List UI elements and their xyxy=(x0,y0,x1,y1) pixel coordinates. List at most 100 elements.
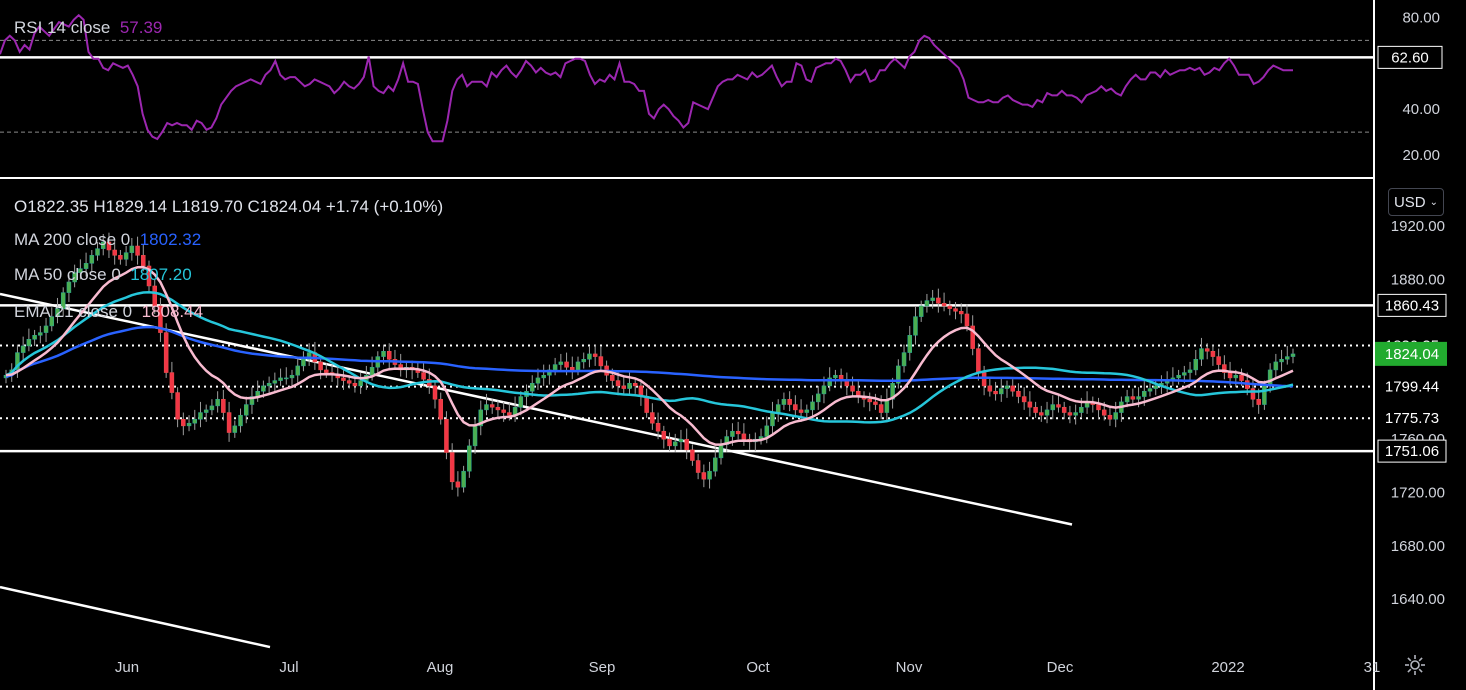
candle-body xyxy=(1210,351,1216,357)
candle-body xyxy=(278,377,283,381)
candle-body xyxy=(341,377,346,381)
candle-body xyxy=(615,380,621,387)
time-tick-label: Jun xyxy=(115,659,139,676)
candle-body xyxy=(1262,385,1267,405)
ma200-line xyxy=(5,325,1294,388)
price-level-tag xyxy=(1378,407,1446,430)
candle-body xyxy=(266,382,272,387)
candle-body xyxy=(461,470,466,488)
price-tick-label: 1680.00 xyxy=(1391,538,1445,555)
candle-body xyxy=(289,374,295,379)
candle-body xyxy=(112,249,117,256)
candle-body xyxy=(43,325,49,333)
candle-body xyxy=(324,369,329,373)
ma50-line xyxy=(5,290,1294,424)
time-axis[interactable]: Jun Jul Aug Sep Oct Nov Dec 2022 31 xyxy=(115,659,1380,676)
time-tick-label: Dec xyxy=(1047,659,1074,676)
candle-body xyxy=(38,332,43,336)
candle-body xyxy=(249,396,255,405)
currency-label: USD xyxy=(1393,193,1426,211)
gear-icon[interactable] xyxy=(1403,653,1427,677)
candle-body xyxy=(438,398,443,420)
candle-body xyxy=(970,325,975,349)
time-tick-label: Oct xyxy=(746,659,770,676)
candle-body xyxy=(123,252,129,260)
candle-body xyxy=(1067,412,1073,416)
candle-body xyxy=(484,404,489,411)
price-axis[interactable]: 80.0040.0020.001920.001880.001760.001720… xyxy=(1373,0,1447,690)
candle-body xyxy=(964,313,970,327)
candle-body xyxy=(186,422,192,427)
candle-body xyxy=(346,380,352,384)
candle-body xyxy=(718,444,724,459)
candle-body xyxy=(1227,372,1233,379)
candle-body xyxy=(198,412,203,420)
candle-body xyxy=(1176,374,1181,379)
candle-body xyxy=(1107,414,1113,420)
currency-button[interactable]: USD ⌄ xyxy=(1388,188,1444,216)
candle-body xyxy=(72,272,77,283)
candle-body xyxy=(552,364,558,371)
time-tick-label: Nov xyxy=(896,659,923,676)
candle-body xyxy=(999,388,1004,395)
candle-body xyxy=(1204,348,1210,352)
price-level-tag xyxy=(1378,375,1446,398)
candle-body xyxy=(152,285,157,307)
candle-body xyxy=(421,372,426,380)
candle-body xyxy=(993,390,998,395)
candle-body xyxy=(976,348,981,373)
candle-body xyxy=(707,470,712,480)
candle-body xyxy=(587,353,592,360)
ema21-legend[interactable]: EMA 21 close 0 1808.44 xyxy=(14,302,203,322)
candle-body xyxy=(798,409,804,413)
candle-body xyxy=(284,377,289,380)
candle-body xyxy=(146,265,152,287)
candle-body xyxy=(815,393,821,403)
time-tick-label: 2022 xyxy=(1211,659,1244,676)
candle-body xyxy=(175,392,180,420)
candle-body xyxy=(221,398,226,413)
time-tick-label: Sep xyxy=(589,659,616,676)
candle-body xyxy=(775,404,781,413)
rsi-tick-label: 20.00 xyxy=(1402,147,1440,164)
candle-body xyxy=(301,359,306,367)
candle-body xyxy=(981,372,987,387)
candle-body xyxy=(1147,388,1153,392)
candle-body xyxy=(26,339,32,347)
candle-body xyxy=(667,438,672,447)
time-tick-label: Aug xyxy=(427,659,454,676)
candle-body xyxy=(129,245,135,253)
ma200-legend[interactable]: MA 200 close 0 1802.32 xyxy=(14,230,201,250)
candle-body xyxy=(896,365,901,384)
ma50-legend[interactable]: MA 50 close 0 1807.20 xyxy=(14,265,192,285)
candle-body xyxy=(684,438,689,451)
candle-body xyxy=(489,404,495,408)
rsi-pane xyxy=(0,13,1374,179)
rsi-legend-name: RSI 14 close xyxy=(14,18,111,37)
candle-body xyxy=(215,398,220,407)
candle-body xyxy=(106,241,112,251)
candle-body xyxy=(833,374,838,379)
candle-body xyxy=(95,248,100,256)
rsi-legend[interactable]: RSI 14 close 57.39 xyxy=(14,18,162,38)
candle-body xyxy=(1050,404,1056,411)
candle-body xyxy=(318,361,323,371)
ema21-line xyxy=(5,265,1294,446)
candle-body xyxy=(226,412,232,433)
candle-body xyxy=(930,297,935,301)
candle-body xyxy=(741,433,747,440)
candle-body xyxy=(352,382,358,387)
candle-body xyxy=(55,308,60,317)
candle-body xyxy=(1101,409,1107,416)
candle-body xyxy=(1142,390,1147,397)
candle-body xyxy=(558,361,564,365)
candle-body xyxy=(581,359,586,363)
candle-body xyxy=(295,365,300,376)
candle-body xyxy=(358,380,363,387)
candle-body xyxy=(455,481,461,488)
candle-body xyxy=(610,374,615,381)
candle-body xyxy=(20,345,26,353)
candle-body xyxy=(541,374,546,379)
candle-body xyxy=(592,353,598,357)
